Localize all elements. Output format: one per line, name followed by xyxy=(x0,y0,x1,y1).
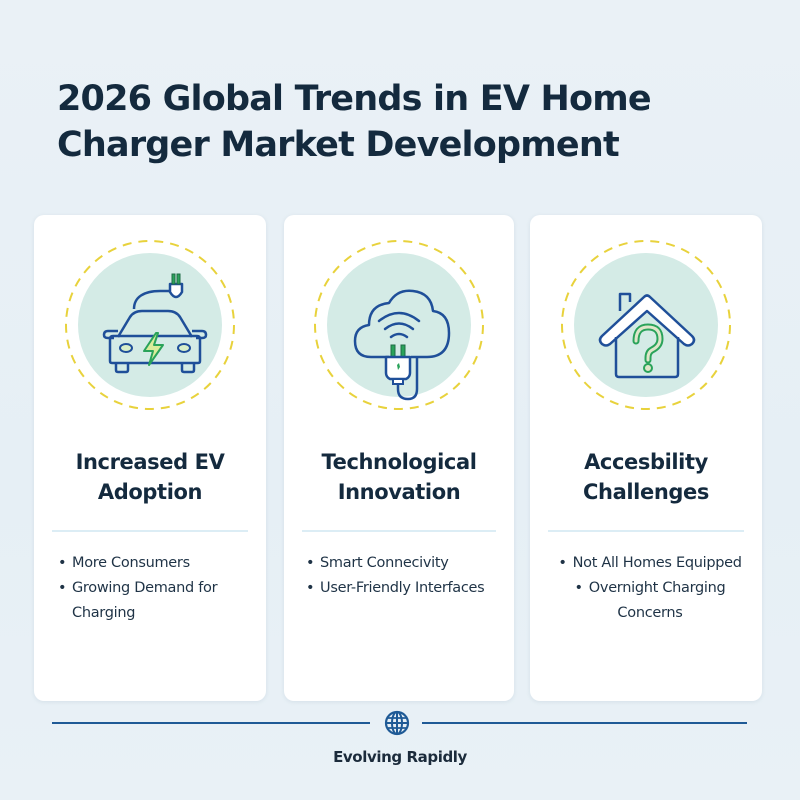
card-divider xyxy=(548,530,744,532)
footer-divider-left xyxy=(52,722,370,724)
bullet-list: More Consumers Growing Demand for Chargi… xyxy=(58,551,256,626)
house-question-icon xyxy=(560,239,732,411)
globe-icon xyxy=(384,710,410,736)
card-divider xyxy=(302,530,496,532)
trend-card-accessibility-challenges: Accesbility Challenges Not All Homes Equ… xyxy=(530,215,762,701)
bullet-list: Not All Homes Equipped Overnight Chargin… xyxy=(544,551,756,626)
bullet-list: Smart Connecivity User-Friendly Interfac… xyxy=(306,551,510,601)
bullet-item: Growing Demand for Charging xyxy=(58,576,256,626)
bullet-item: Smart Connecivity xyxy=(306,551,510,576)
bullet-item: Overnight Charging Concerns xyxy=(544,576,756,626)
footer-caption: Evolving Rapidly xyxy=(333,748,467,766)
page-title: 2026 Global Trends in EV Home Charger Ma… xyxy=(57,79,652,165)
footer-divider-right xyxy=(422,722,747,724)
bullet-item: User-Friendly Interfaces xyxy=(306,576,510,601)
card-title: Increased EV Adoption xyxy=(75,450,225,504)
electric-car-plug-icon xyxy=(64,239,236,411)
bullet-item: Not All Homes Equipped xyxy=(544,551,756,576)
card-title: Technological Innovation xyxy=(321,450,477,504)
card-divider xyxy=(52,530,248,532)
card-title: Accesbility Challenges xyxy=(583,450,709,504)
bullet-item: More Consumers xyxy=(58,551,256,576)
trend-card-technological-innovation: Technological Innovation Smart Connecivi… xyxy=(284,215,514,701)
cloud-wifi-plug-icon xyxy=(313,239,485,411)
trend-card-ev-adoption: Increased EV Adoption More Consumers Gro… xyxy=(34,215,266,701)
